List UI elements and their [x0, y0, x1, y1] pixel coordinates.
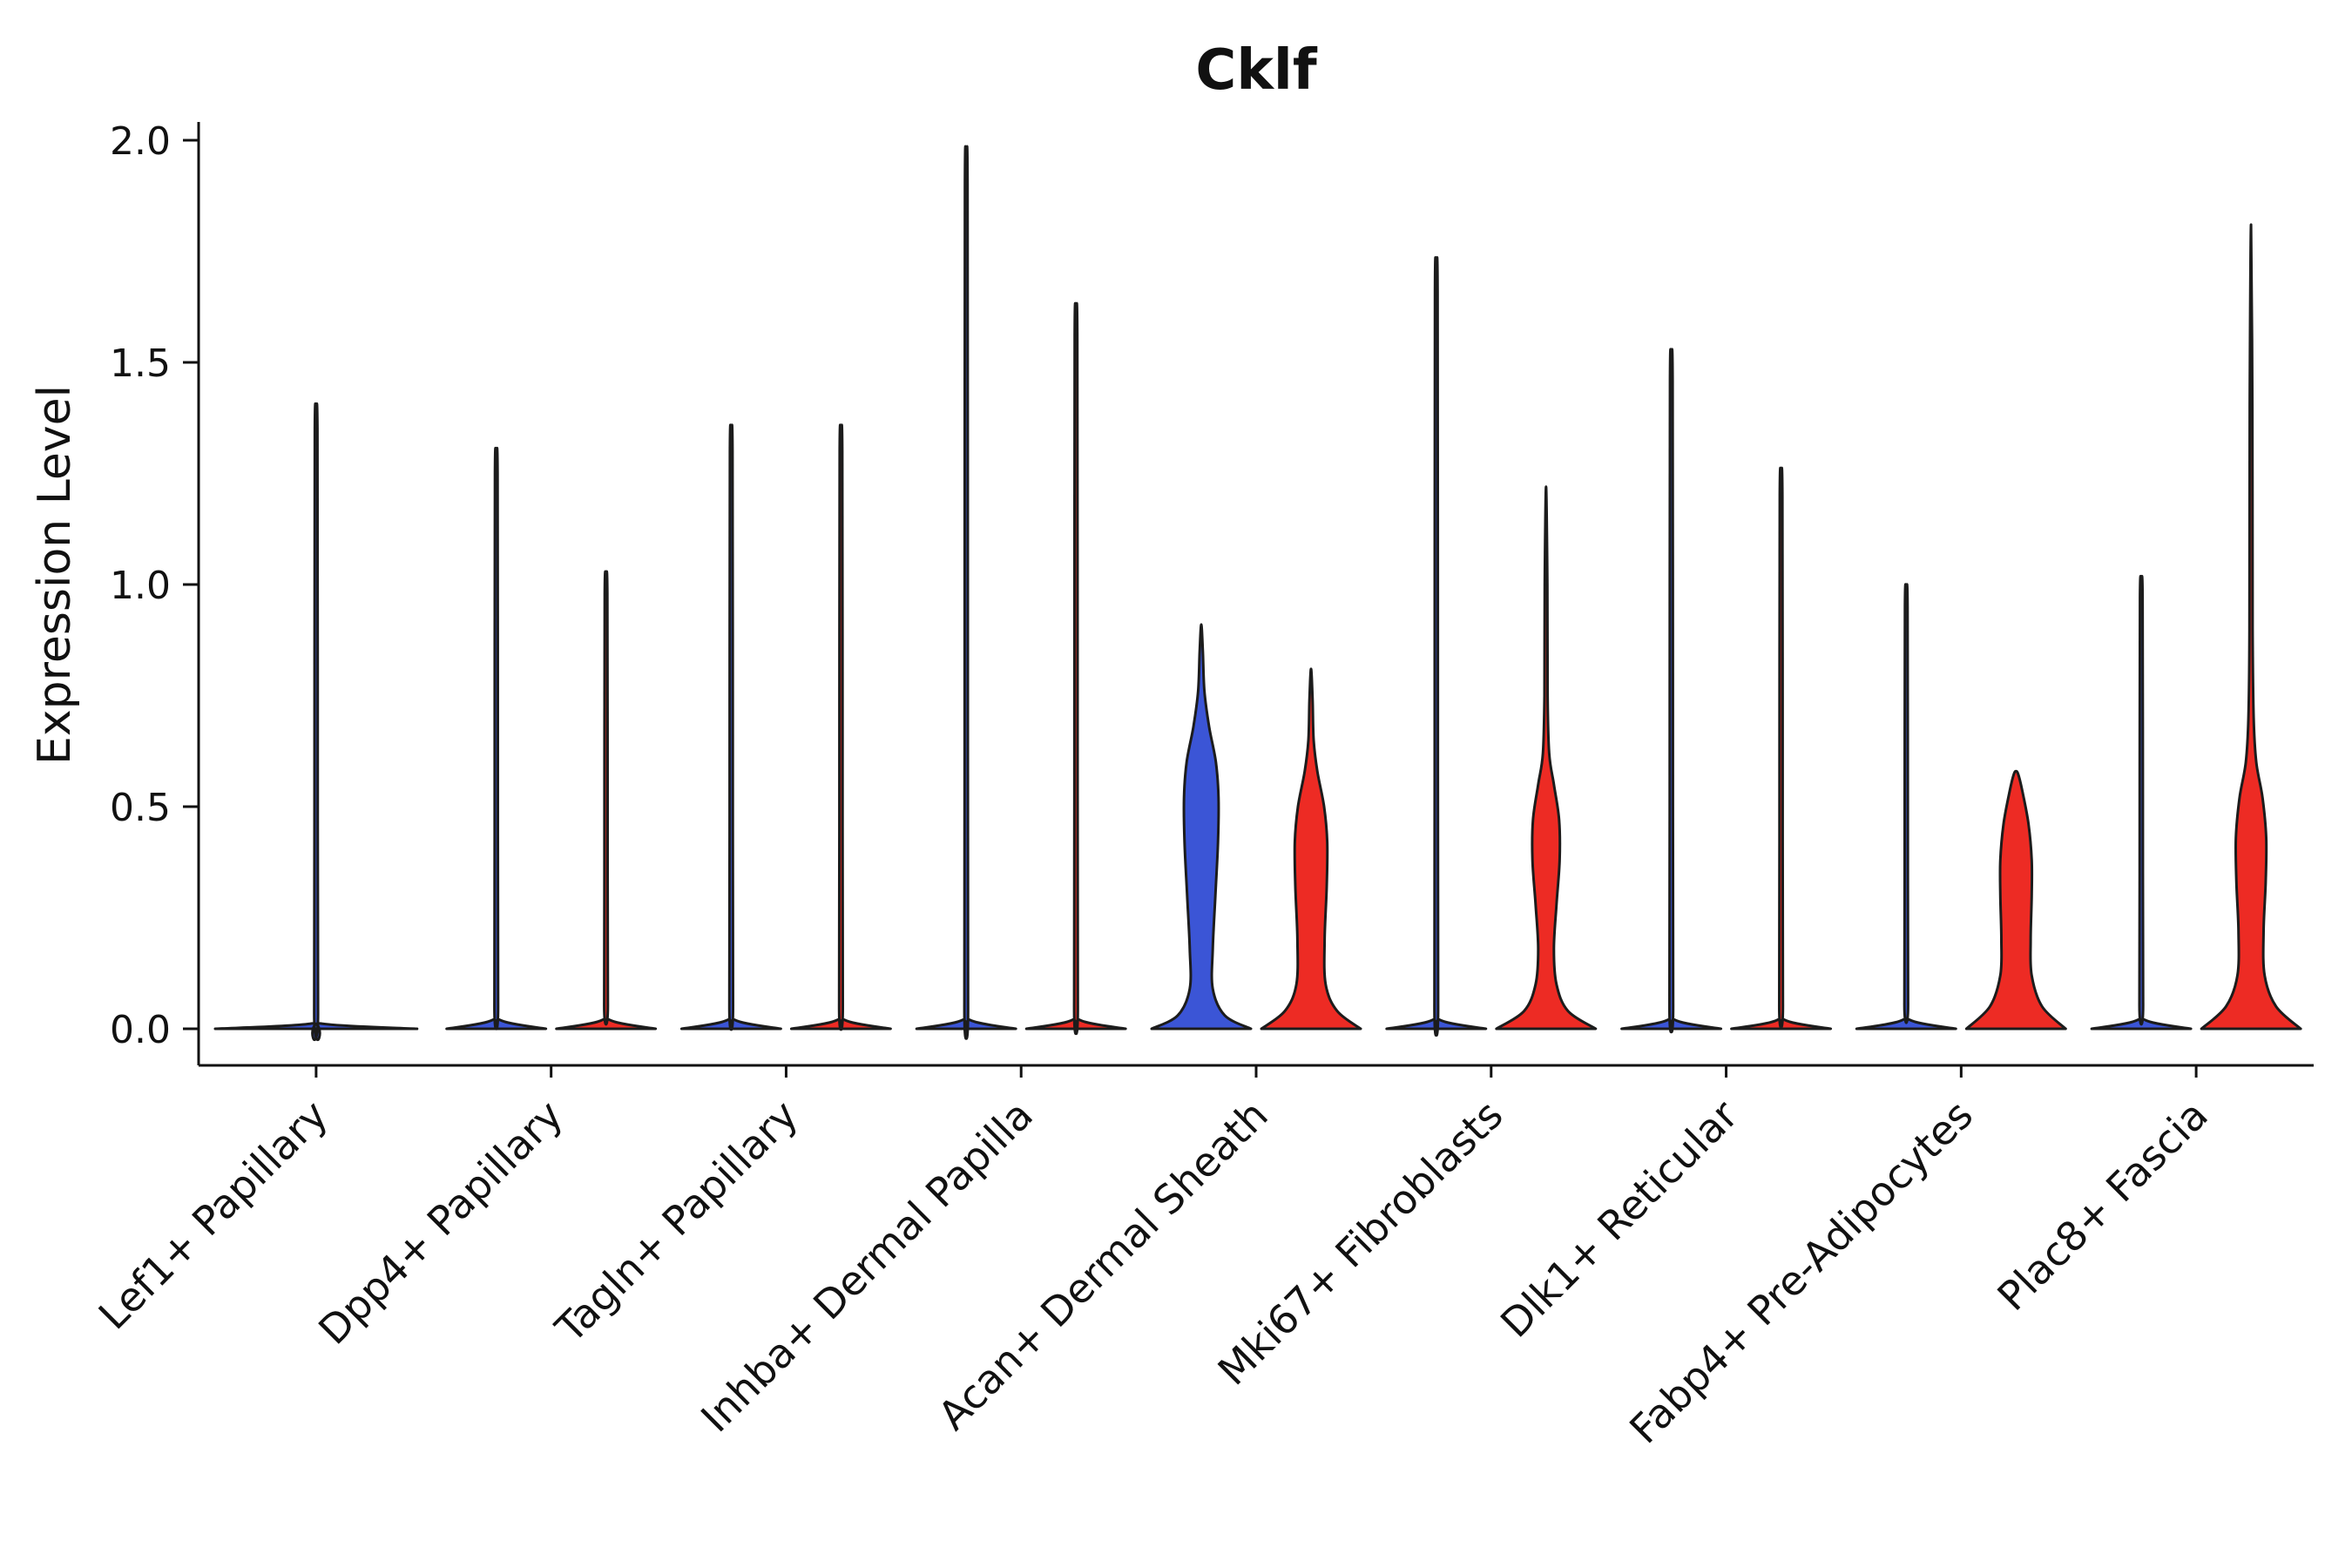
y-tick-label: 1.0 [110, 564, 171, 608]
chart-title: Cklf [1195, 38, 1317, 103]
y-tick-label: 2.0 [110, 119, 171, 164]
violin-6-right [1730, 466, 1833, 1031]
x-tick-label: Dlk1+ Reticular [1491, 1092, 1747, 1347]
violin-5-left [1385, 255, 1488, 1037]
violin-8-left [2090, 574, 2193, 1031]
violin-6-left [1620, 348, 1723, 1034]
violin-5-right [1495, 485, 1598, 1031]
violins-group [213, 145, 2302, 1042]
x-tick-label: Tagln+ Papillary [546, 1092, 808, 1353]
violin-0-full [213, 402, 419, 1042]
violin-4-left [1150, 623, 1253, 1031]
x-tick-label: Dpp4+ Papillary [309, 1092, 571, 1354]
y-tick-label: 0.5 [110, 786, 171, 830]
y-tick-label: 1.5 [110, 341, 171, 386]
axes [183, 122, 2314, 1078]
violin-3-left [915, 145, 1017, 1040]
violin-3-right [1024, 301, 1127, 1036]
violin-4-right [1260, 667, 1362, 1031]
violin-1-right [555, 570, 658, 1031]
violin-7-right [1964, 769, 2067, 1031]
y-tick-label: 0.0 [110, 1008, 171, 1052]
x-tick-label: Plac8+ Fascia [1988, 1092, 2216, 1320]
y-tick-labels-group: 0.0 0.5 1.0 1.5 2.0 [110, 119, 171, 1052]
y-axis-label: Expression Level [29, 385, 81, 765]
violin-2-right [789, 423, 892, 1031]
violin-7-left [1855, 583, 1957, 1031]
violin-1-left [445, 446, 548, 1031]
violin-2-left [679, 423, 782, 1031]
x-tick-label: Lef1+ Papillary [90, 1092, 337, 1339]
violin-8-right [2200, 223, 2302, 1031]
